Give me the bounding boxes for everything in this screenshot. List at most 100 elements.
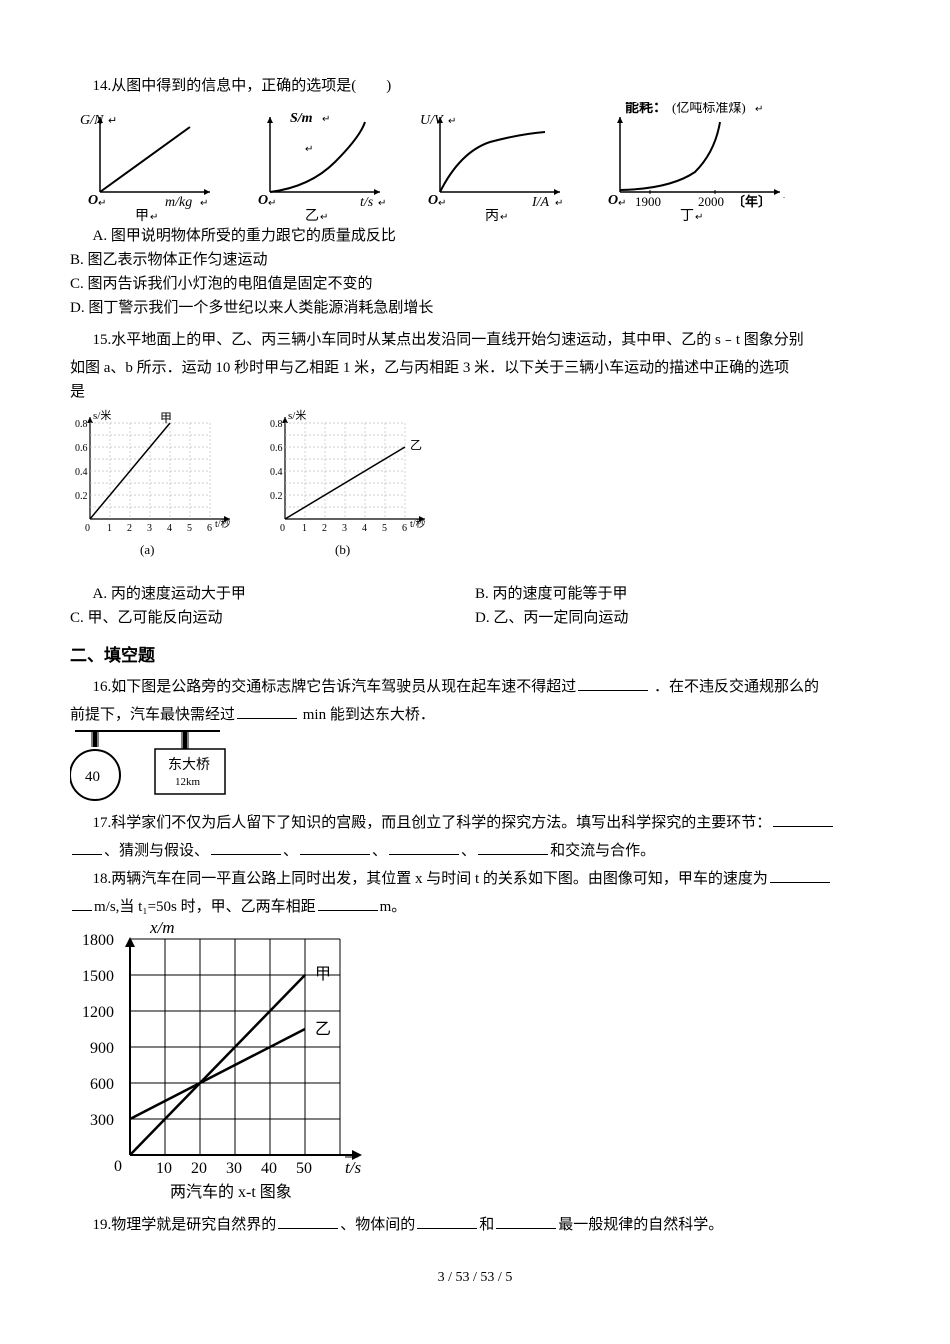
blank (578, 675, 648, 691)
svg-text:S/m: S/m (290, 111, 313, 126)
svg-text:.: . (783, 191, 785, 200)
svg-text:两汽车的 x-t 图象: 两汽车的 x-t 图象 (170, 1183, 292, 1201)
q16-p3: 前提下，汽车最快需经过 (70, 707, 235, 723)
svg-text:4: 4 (362, 523, 367, 534)
blank (211, 839, 281, 855)
svg-text:5: 5 (187, 523, 192, 534)
svg-text:s/米: s/米 (288, 409, 306, 422)
svg-text:0.2: 0.2 (270, 491, 283, 502)
blank (300, 839, 370, 855)
svg-text:50: 50 (296, 1160, 312, 1177)
svg-text:甲: 甲 (135, 209, 149, 222)
svg-text:0.6: 0.6 (75, 443, 88, 454)
svg-text:40: 40 (85, 769, 100, 785)
svg-text:O: O (428, 193, 438, 208)
svg-text:t/s: t/s (345, 1158, 361, 1177)
q16-p2: ．在不违反交通规那么的 (654, 679, 819, 695)
svg-text:东大桥: 东大桥 (168, 757, 210, 773)
section2-title: 二、填空题 (70, 642, 880, 669)
svg-text:40: 40 (261, 1160, 277, 1177)
q16-sign: 40 东大桥 12km (70, 727, 240, 807)
svg-text:2: 2 (127, 523, 132, 534)
svg-text:6: 6 (207, 523, 212, 534)
svg-text:〔年〕: 〔年〕 (732, 194, 771, 209)
svg-text:乙: 乙 (410, 438, 422, 452)
q16-p4: min 能到达东大桥． (303, 707, 435, 723)
q18-p2: m/s,当 t₁=50s 时，甲、乙两车相距 (94, 899, 316, 915)
svg-text:↵: ↵ (305, 144, 313, 155)
svg-text:1: 1 (107, 523, 112, 534)
q14-optC: C. 图丙告诉我们小灯泡的电阻值是固定不变的 (70, 272, 880, 296)
svg-text:t/s: t/s (360, 195, 374, 210)
page-footer: 3 / 53 / 53 / 5 (70, 1267, 880, 1289)
blank (417, 1213, 477, 1229)
svg-text:↵: ↵ (268, 198, 276, 209)
svg-text:(亿吨标准煤): (亿吨标准煤) (672, 102, 746, 115)
svg-text:3: 3 (147, 523, 152, 534)
svg-text:O: O (88, 193, 98, 208)
q19-p4: 最一般规律的自然科学。 (558, 1217, 723, 1233)
svg-text:能耗：: 能耗： (625, 102, 667, 116)
q17-p4: 、 (372, 843, 387, 859)
svg-text:300: 300 (90, 1112, 114, 1129)
svg-text:↵: ↵ (378, 198, 386, 209)
svg-text:1: 1 (302, 523, 307, 534)
svg-text:0.8: 0.8 (75, 419, 88, 430)
q18-chart: 甲 乙 1800 1500 1200 900 600 300 0 10 20 3… (70, 919, 390, 1209)
q15-stem1: 15.水平地面上的甲、乙、丙三辆小车同时从某点出发沿同一直线开始匀速运动，其中甲… (70, 328, 804, 352)
q19-p2: 、物体间的 (340, 1217, 415, 1233)
svg-text:0.2: 0.2 (75, 491, 88, 502)
svg-text:↵: ↵ (695, 212, 703, 222)
q17-p1: 17.科学家们不仅为后人留下了知识的宫殿，而且创立了科学的探究方法。填写出科学探… (93, 815, 772, 831)
q17-p2: 、猜测与假设、 (104, 843, 209, 859)
svg-text:0: 0 (85, 523, 90, 534)
svg-text:20: 20 (191, 1160, 207, 1177)
svg-text:t/秒: t/秒 (410, 517, 426, 530)
blank (318, 895, 378, 911)
svg-text:(a): (a) (140, 542, 154, 557)
svg-text:G/N: G/N (80, 113, 104, 128)
svg-text:1500: 1500 (82, 968, 114, 985)
svg-text:甲: 甲 (160, 411, 172, 425)
q19-p3: 和 (479, 1217, 494, 1233)
svg-text:1900: 1900 (635, 194, 661, 209)
svg-text:3: 3 (342, 523, 347, 534)
svg-text:O: O (608, 193, 618, 208)
blank (389, 839, 459, 855)
svg-text:↵: ↵ (200, 198, 208, 209)
svg-text:0.4: 0.4 (270, 467, 283, 478)
svg-text:s/米: s/米 (93, 409, 111, 422)
blank (496, 1213, 556, 1229)
svg-text:↵: ↵ (438, 198, 446, 209)
svg-text:6: 6 (402, 523, 407, 534)
svg-text:10: 10 (156, 1160, 172, 1177)
q18-p1: 18.两辆汽车在同一平直公路上同时出发，其位置 x 与时间 t 的关系如下图。由… (93, 871, 768, 887)
blank (237, 703, 297, 719)
svg-text:0.4: 0.4 (75, 467, 88, 478)
svg-text:↵: ↵ (555, 198, 563, 209)
q14-optA: A. 图甲说明物体所受的重力跟它的质量成反比 (70, 224, 880, 248)
q19-p1: 19.物理学就是研究自然界的 (93, 1217, 277, 1233)
blank (72, 839, 102, 855)
q16-p1: 16.如下图是公路旁的交通标志牌它告诉汽车驾驶员从现在起车速不得超过 (93, 679, 577, 695)
svg-text:↵: ↵ (150, 212, 158, 222)
q15-optC: C. 甲、乙可能反向运动 (70, 606, 475, 630)
q14-optD: D. 图丁警示我们一个多世纪以来人类能源消耗急剧增长 (70, 296, 880, 320)
q15-optB: B. 丙的速度可能等于甲 (475, 582, 880, 606)
svg-text:↵: ↵ (108, 115, 117, 127)
q17-p3: 、 (283, 843, 298, 859)
blank (72, 895, 92, 911)
svg-text:900: 900 (90, 1040, 114, 1057)
svg-text:↵: ↵ (98, 198, 106, 209)
svg-text:x/m: x/m (149, 919, 175, 937)
svg-text:4: 4 (167, 523, 172, 534)
svg-text:↵: ↵ (500, 212, 508, 222)
svg-text:丙: 丙 (485, 209, 499, 222)
q14-optB: B. 图乙表示物体正作匀速运动 (70, 248, 880, 272)
q15-optD: D. 乙、丙一定同向运动 (475, 606, 880, 630)
svg-text:30: 30 (226, 1160, 242, 1177)
svg-text:(b): (b) (335, 542, 350, 557)
svg-text:I/A: I/A (531, 195, 550, 210)
q15-optA: A. 丙的速度运动大于甲 (70, 582, 475, 606)
svg-text:m/kg: m/kg (165, 195, 192, 210)
